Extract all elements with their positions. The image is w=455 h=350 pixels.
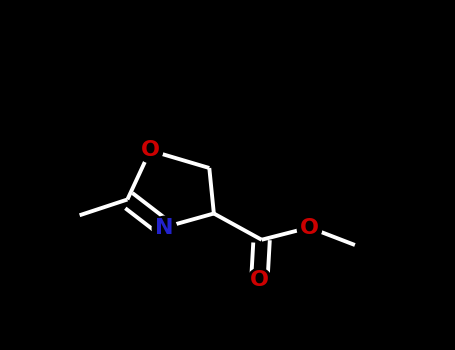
Text: O: O: [300, 217, 319, 238]
Text: O: O: [141, 140, 160, 161]
Text: N: N: [155, 217, 173, 238]
Text: O: O: [250, 270, 269, 290]
